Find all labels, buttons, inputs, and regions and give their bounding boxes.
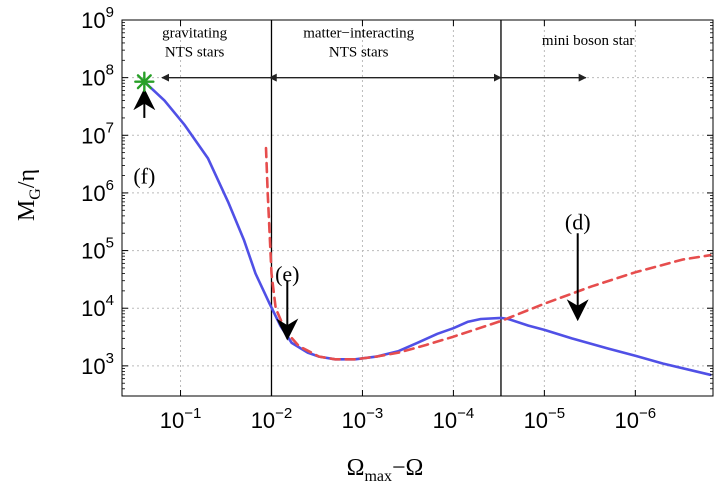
x-tick-label: 10−6 — [615, 405, 657, 433]
y-tick-label: 109 — [81, 4, 114, 33]
x-tick-label: 10−4 — [433, 405, 475, 433]
annotation-label: (e) — [275, 262, 299, 287]
y-tick-label: 104 — [81, 292, 114, 321]
star-marker — [134, 71, 155, 92]
region-label: matter−interacting NTS stars — [303, 25, 414, 60]
grid-lines — [122, 19, 713, 396]
dashed-series-line — [264, 146, 712, 361]
region-label: gravitating NTS stars — [162, 25, 227, 60]
y-tick-label: 107 — [81, 119, 114, 148]
x-axis-title: Ωmax−Ω — [347, 455, 424, 485]
x-tick-label: 10−5 — [524, 405, 566, 433]
x-tick-label: 10−3 — [342, 405, 384, 433]
annotation-label: (d) — [565, 209, 591, 234]
annotation-label: (f) — [133, 164, 155, 189]
solid-series-line — [143, 80, 712, 377]
y-axis-title: MG/η — [14, 169, 44, 221]
y-tick-label: 108 — [81, 62, 114, 91]
y-tick-label: 105 — [81, 235, 114, 264]
axes: 10−1 10−2 10−3 10−4 10−5 10−6 103 104 105 106 107 1… — [81, 4, 714, 433]
plot-frame — [121, 19, 714, 397]
region-label: mini boson star — [542, 33, 635, 49]
x-tick-label: 10−1 — [160, 405, 202, 433]
y-tick-label: 106 — [81, 177, 114, 206]
y-tick-label: 103 — [81, 350, 114, 379]
plot-area: gravitating NTS stars matter−interacting NT… — [133, 20, 712, 396]
x-tick-label: 10−2 — [251, 405, 293, 433]
